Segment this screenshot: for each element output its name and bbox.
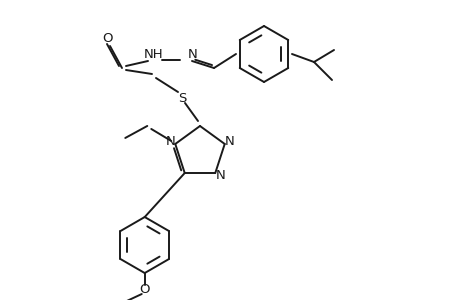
Text: S: S bbox=[178, 92, 186, 104]
Text: N: N bbox=[165, 136, 175, 148]
Text: O: O bbox=[139, 283, 150, 296]
Text: N: N bbox=[224, 136, 234, 148]
Text: NH: NH bbox=[144, 47, 163, 61]
Text: O: O bbox=[102, 32, 113, 44]
Text: N: N bbox=[215, 169, 224, 182]
Text: N: N bbox=[188, 47, 197, 61]
